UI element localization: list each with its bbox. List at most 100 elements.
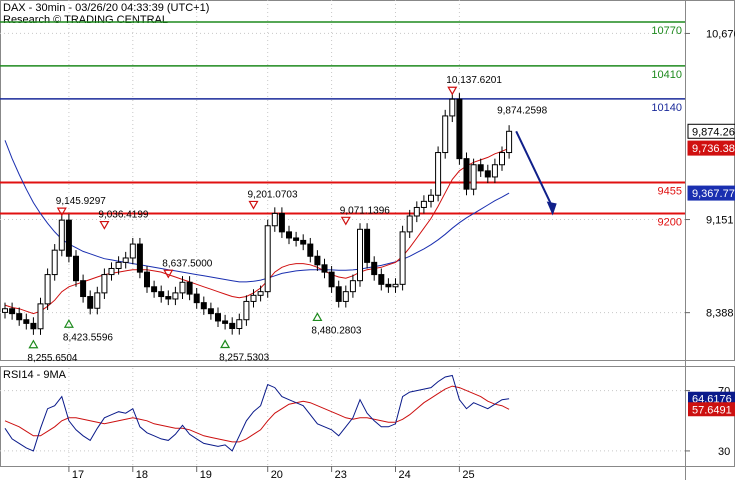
swing-low-marker [220, 339, 231, 349]
x-tick-label: 24 [399, 469, 411, 480]
candle-body [158, 291, 165, 298]
level-label-10140: 10140 [651, 102, 682, 114]
rsi-title: RSI14 - 9MA [3, 369, 67, 381]
last-value-tag-price [687, 123, 735, 139]
level-label-10410: 10410 [651, 69, 682, 81]
candle-body [229, 322, 236, 330]
candle-body [399, 231, 406, 285]
last-price-annotation: 9,874.2598 [497, 105, 547, 116]
candle-body [271, 212, 278, 227]
candle-body [328, 271, 335, 288]
swing-high-label: 8,637.5000 [162, 258, 212, 269]
candle-body [342, 291, 349, 302]
rsi-y-tick-label: 30 [718, 446, 730, 458]
candle-body [406, 215, 413, 233]
candle-body [215, 313, 221, 322]
swing-low-label: 8,423.5596 [63, 332, 113, 343]
candle-body [314, 255, 321, 266]
candle-body [250, 294, 257, 302]
swing-high-label: 9,036.4199 [98, 210, 148, 221]
candle-body [30, 322, 37, 330]
candle-body [51, 249, 58, 276]
candle-body [506, 130, 513, 154]
rsi-ma-line [4, 385, 510, 443]
candle-body [87, 296, 94, 309]
swing-high-label: 9,201.0703 [248, 189, 298, 200]
x-tick-label: 20 [271, 469, 283, 480]
candle-body [65, 219, 72, 257]
y-tick-label: 10,676 [706, 28, 735, 40]
candle-body [286, 231, 292, 239]
forecast-arrow-shaft [515, 130, 553, 206]
swing-high-marker [447, 86, 458, 96]
candle-body [136, 243, 143, 273]
level-label-9455: 9455 [658, 185, 682, 197]
ma-slow-line [4, 140, 510, 283]
candle-body [44, 274, 51, 305]
swing-high-marker [163, 269, 174, 279]
candle-body [94, 292, 101, 309]
candle-body [477, 164, 484, 172]
rsi-last-tag-rsi_ma [688, 402, 735, 417]
swing-low-label: 8,257.5303 [219, 353, 269, 364]
candle-body [257, 291, 264, 296]
candle-body [144, 271, 150, 288]
candle-body [364, 228, 371, 263]
candle-body [129, 243, 136, 259]
candle-body [186, 281, 193, 295]
candle-body [321, 264, 328, 273]
candle-body [413, 206, 420, 217]
candle-body [16, 313, 23, 321]
candle-body [428, 194, 434, 202]
swing-high-label: 9,071.1396 [340, 205, 390, 216]
header-source: Research © TRADING CENTRAL [3, 14, 168, 26]
candle-body [357, 228, 363, 282]
rsi-panel-frame [0, 366, 735, 467]
candle-body [165, 296, 172, 300]
candle-body [222, 320, 229, 324]
candle-body [335, 286, 342, 302]
candle-body [442, 115, 449, 154]
swing-low-label: 8,480.2803 [311, 325, 361, 336]
ma-fast-line [4, 147, 510, 315]
candle-body [470, 164, 477, 190]
x-tick-label: 23 [335, 469, 347, 480]
swing-high-marker [248, 200, 259, 210]
last-value-text-price: 9,874.26 [692, 126, 735, 138]
candle-body [115, 261, 122, 269]
swing-high-marker [340, 216, 351, 226]
x-tick-label: 18 [136, 469, 148, 480]
candle-body [2, 308, 8, 313]
rsi-line [4, 374, 510, 452]
swing-low-label: 8,255.6504 [27, 353, 77, 364]
candle-body [108, 267, 115, 276]
candle-body [371, 261, 378, 276]
candle-body [349, 280, 356, 293]
candle-body [264, 225, 271, 293]
candle-body [491, 164, 498, 178]
candle-body [101, 274, 108, 294]
rsi-last-text-rsi_ma: 57.6491 [692, 404, 732, 416]
candle-body [200, 302, 207, 310]
last-value-text-ma_slow: 9,367.77 [692, 188, 735, 200]
candle-body [300, 239, 307, 245]
x-tick-label: 19 [200, 469, 212, 480]
candle-body [484, 170, 491, 178]
y-tick-label: 9,151 [706, 215, 734, 227]
last-value-text-ma_fast: 9,736.38 [692, 143, 735, 155]
candle-body [23, 319, 30, 324]
y-tick-label: 8,388 [706, 308, 734, 320]
candle-body [179, 281, 186, 294]
last-value-tag-ma_slow [687, 185, 735, 201]
candle-body [278, 212, 285, 233]
swing-low-marker [28, 339, 39, 349]
x-tick-label: 25 [462, 469, 474, 480]
candle-body [420, 200, 427, 208]
candle-body [122, 257, 129, 263]
candle-body [449, 98, 456, 117]
candle-body [385, 283, 392, 288]
rsi-last-tag-rsi [688, 391, 735, 406]
candle-body [37, 303, 44, 330]
candle-body [499, 152, 505, 166]
